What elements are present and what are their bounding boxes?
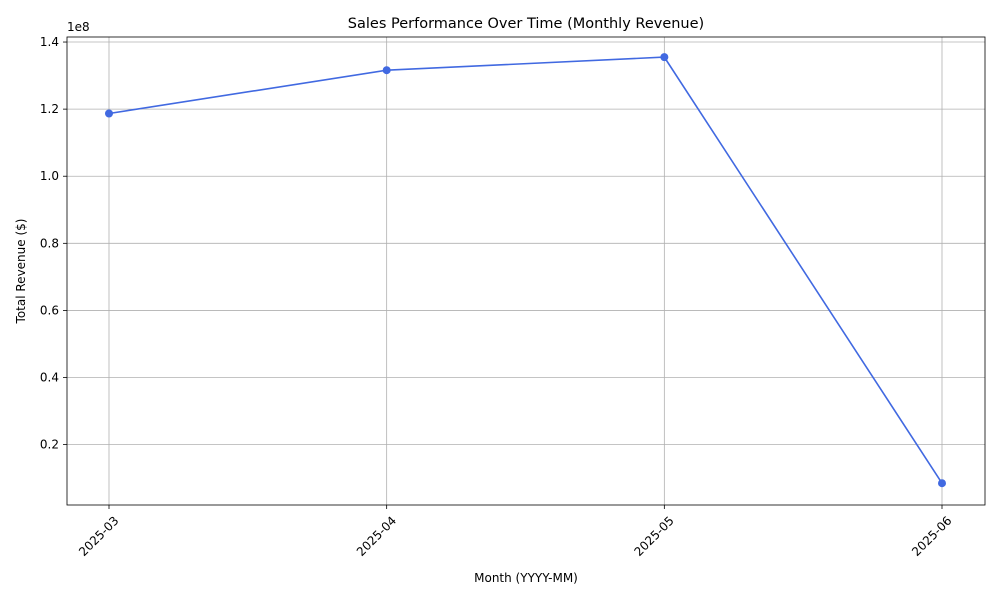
y-tick-label: 1.4 <box>40 35 59 49</box>
data-point <box>382 66 391 75</box>
y-tick-label: 1.2 <box>40 102 59 116</box>
data-point <box>938 479 946 488</box>
y-axis-label: Total Revenue ($) <box>14 219 28 325</box>
series-layer <box>105 53 946 488</box>
x-axis-label: Month (YYYY-MM) <box>474 571 578 585</box>
chart-title: Sales Performance Over Time (Monthly Rev… <box>348 16 704 32</box>
y-offset-label: 1e8 <box>67 20 90 34</box>
y-tick-label: 0.8 <box>40 236 59 250</box>
y-tick-label: 0.6 <box>40 303 59 317</box>
y-tick-label: 1.0 <box>40 169 59 183</box>
plot-frame <box>66 36 986 506</box>
data-point <box>105 109 113 118</box>
data-point <box>660 53 669 62</box>
y-tick-label: 0.4 <box>40 371 59 385</box>
y-tick-label: 0.2 <box>40 438 59 452</box>
series-line <box>108 56 943 484</box>
grid-layer <box>67 37 985 505</box>
